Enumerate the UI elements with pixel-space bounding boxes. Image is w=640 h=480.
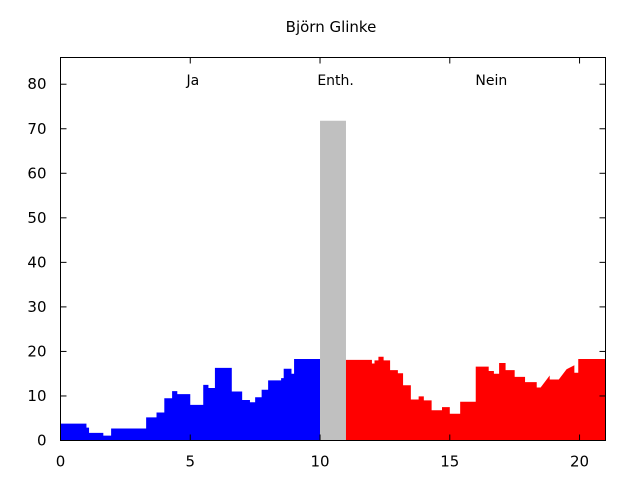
x-tick-label: 20 — [570, 453, 589, 471]
y-tick-label: 40 — [27, 253, 46, 271]
series-area-1 — [320, 120, 346, 441]
annotation-label: Enth. — [317, 73, 354, 89]
x-tick-label: 5 — [185, 453, 195, 471]
y-tick-label: 70 — [27, 120, 46, 138]
annotation-label: Nein — [475, 73, 507, 89]
series-area-2 — [345, 356, 606, 441]
x-tick-label: 10 — [310, 453, 329, 471]
x-tick-label: 15 — [440, 453, 459, 471]
series-area-0 — [60, 359, 321, 441]
y-tick-label: 30 — [27, 298, 46, 316]
y-tick-label: 20 — [27, 342, 46, 360]
plot-frame — [60, 57, 606, 441]
y-tick-label: 80 — [27, 75, 46, 93]
y-tick-label: 60 — [27, 164, 46, 182]
y-tick-label: 10 — [27, 387, 46, 405]
chart-title: Björn Glinke — [286, 18, 377, 36]
x-tick-label: 0 — [56, 453, 66, 471]
y-tick-label: 50 — [27, 209, 46, 227]
y-tick-label: 0 — [37, 432, 47, 450]
annotation-label: Ja — [185, 73, 199, 89]
